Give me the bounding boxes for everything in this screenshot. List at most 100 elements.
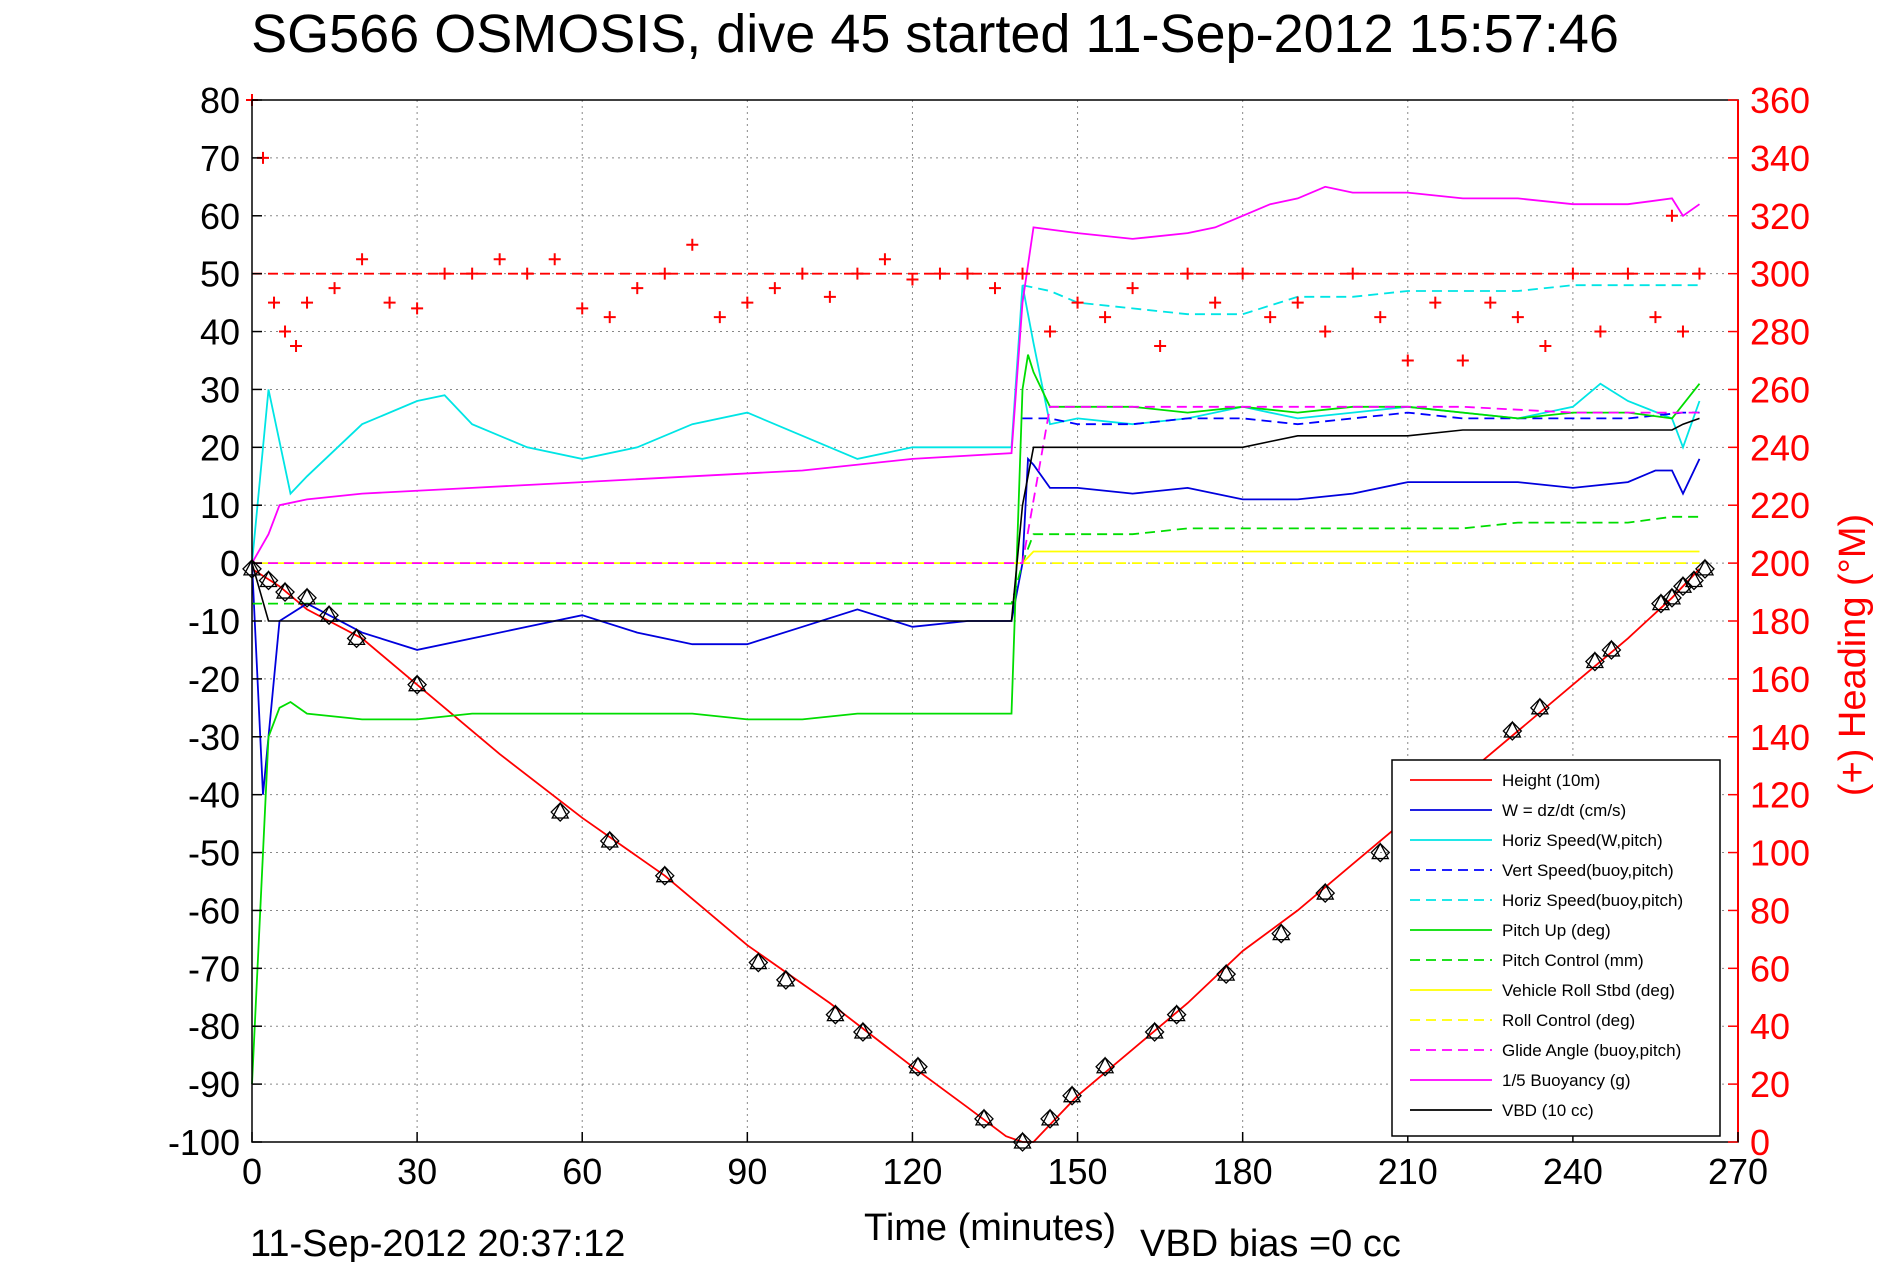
- depth-point: [654, 865, 675, 886]
- left-tick-label: 70: [200, 138, 240, 179]
- legend: Height (10m) W = dz/dt (cm/s) Horiz Speed(…: [1391, 759, 1721, 1137]
- heading-point: [279, 325, 292, 338]
- footer-vbd-bias: VBD bias =0 cc: [1140, 1223, 1401, 1262]
- left-tick-label: -10: [188, 601, 240, 642]
- legend-label: VBD (10 cc): [1502, 1101, 1594, 1120]
- depth-point: [775, 969, 796, 990]
- legend-label: Vehicle Roll Stbd (deg): [1502, 981, 1675, 1000]
- legend-label: 1/5 Buoyancy (g): [1502, 1071, 1631, 1090]
- right-tick-label: 300: [1750, 254, 1810, 295]
- heading-point: [1676, 325, 1689, 338]
- heading-point: [1456, 354, 1469, 367]
- depth-point: [1144, 1021, 1165, 1042]
- heading-point: [1264, 311, 1277, 324]
- heading-point: [1539, 340, 1552, 353]
- left-tick-label: 50: [200, 254, 240, 295]
- left-tick-label: -40: [188, 775, 240, 816]
- heading-point: [411, 302, 424, 315]
- x-tick-label: 180: [1213, 1151, 1273, 1192]
- heading-point: [383, 296, 396, 309]
- heading-point: [1374, 311, 1387, 324]
- x-tick-label: 270: [1708, 1151, 1768, 1192]
- heading-point: [989, 282, 1001, 295]
- heading-point: [1044, 325, 1057, 338]
- right-tick-label: 80: [1750, 890, 1790, 931]
- heading-point: [1209, 296, 1222, 309]
- series-6-line: [252, 515, 1700, 605]
- depth-point: [1315, 882, 1336, 903]
- left-tick-label: -50: [188, 833, 240, 874]
- x-tick-label: 210: [1378, 1151, 1438, 1192]
- legend-label: Horiz Speed(W,pitch): [1502, 831, 1663, 850]
- legend-label: Pitch Up (deg): [1502, 921, 1611, 940]
- depth-point: [908, 1056, 928, 1077]
- heading-point: [1429, 296, 1442, 309]
- right-tick-label: 220: [1750, 485, 1810, 526]
- depth-point: [1095, 1056, 1115, 1077]
- x-tick-label: 120: [882, 1151, 942, 1192]
- right-tick-label: 240: [1750, 427, 1810, 468]
- right-tick-label: 200: [1750, 543, 1810, 584]
- heading-point: [1401, 354, 1414, 367]
- heading-point: [290, 340, 303, 353]
- right-tick-label: 140: [1750, 717, 1810, 758]
- heading-point: [823, 290, 836, 303]
- heading-point: [1594, 325, 1607, 338]
- depth-point: [550, 801, 571, 822]
- series-5-line: [251, 354, 1701, 1085]
- depth-point: [258, 570, 279, 591]
- depth-point: [1695, 558, 1715, 579]
- chart-title: SG566 OSMOSIS, dive 45 started 11-Sep-20…: [251, 4, 1619, 64]
- heading-point: [1511, 311, 1524, 324]
- left-tick-label: -30: [188, 717, 240, 758]
- x-tick-label: 0: [242, 1151, 262, 1192]
- depth-point: [407, 674, 428, 695]
- heading-point: [1126, 282, 1139, 295]
- depth-point: [1166, 1004, 1187, 1025]
- legend-label: Glide Angle (buoy,pitch): [1502, 1041, 1681, 1060]
- series-14-depth-markers: [242, 558, 1715, 1152]
- x-tick-label: 90: [727, 1151, 767, 1192]
- heading-point: [768, 282, 781, 295]
- depth-point: [825, 1004, 846, 1025]
- heading-point: [1319, 325, 1332, 338]
- depth-point: [1062, 1085, 1082, 1106]
- heading-point: [686, 238, 699, 251]
- series-10-line: [251, 185, 1701, 564]
- depth-point: [1502, 720, 1523, 741]
- x-axis-label: Time (minutes): [864, 1207, 1116, 1249]
- depth-point: [599, 830, 620, 851]
- depth-point: [1684, 570, 1704, 591]
- left-tick-label: -90: [188, 1064, 240, 1105]
- right-tick-label: 340: [1750, 138, 1810, 179]
- series-11-line: [251, 417, 1700, 622]
- right-tick-label: 20: [1750, 1064, 1790, 1105]
- depth-point: [1370, 842, 1391, 863]
- right-tick-label: 40: [1750, 1006, 1790, 1047]
- right-tick-label: 180: [1750, 601, 1810, 642]
- heading-point: [301, 296, 314, 309]
- heading-point: [713, 311, 726, 324]
- right-tick-label: 320: [1750, 196, 1810, 237]
- x-tick-label: 240: [1543, 1151, 1603, 1192]
- right-tick-label: 280: [1750, 312, 1810, 353]
- series-9-line: [252, 405, 1700, 564]
- right-tick-label: 260: [1750, 369, 1810, 410]
- heading-point: [1484, 296, 1497, 309]
- depth-point: [319, 604, 339, 626]
- heading-point: [603, 311, 616, 324]
- depth-point: [297, 587, 317, 608]
- depth-point: [1529, 697, 1550, 718]
- heading-point: [1649, 311, 1662, 324]
- right-tick-label: 360: [1750, 80, 1810, 121]
- depth-point: [1040, 1108, 1060, 1129]
- right-tick-label: 60: [1750, 948, 1790, 989]
- footer-timestamp: 11-Sep-2012 20:37:12: [250, 1223, 625, 1262]
- heading-point: [356, 253, 369, 266]
- legend-label: Pitch Control (mm): [1502, 951, 1644, 970]
- legend-label: W = dz/dt (cm/s): [1502, 801, 1626, 820]
- right-tick-label: 100: [1750, 833, 1810, 874]
- right-tick-label: 0: [1750, 1122, 1770, 1163]
- depth-point: [852, 1021, 873, 1042]
